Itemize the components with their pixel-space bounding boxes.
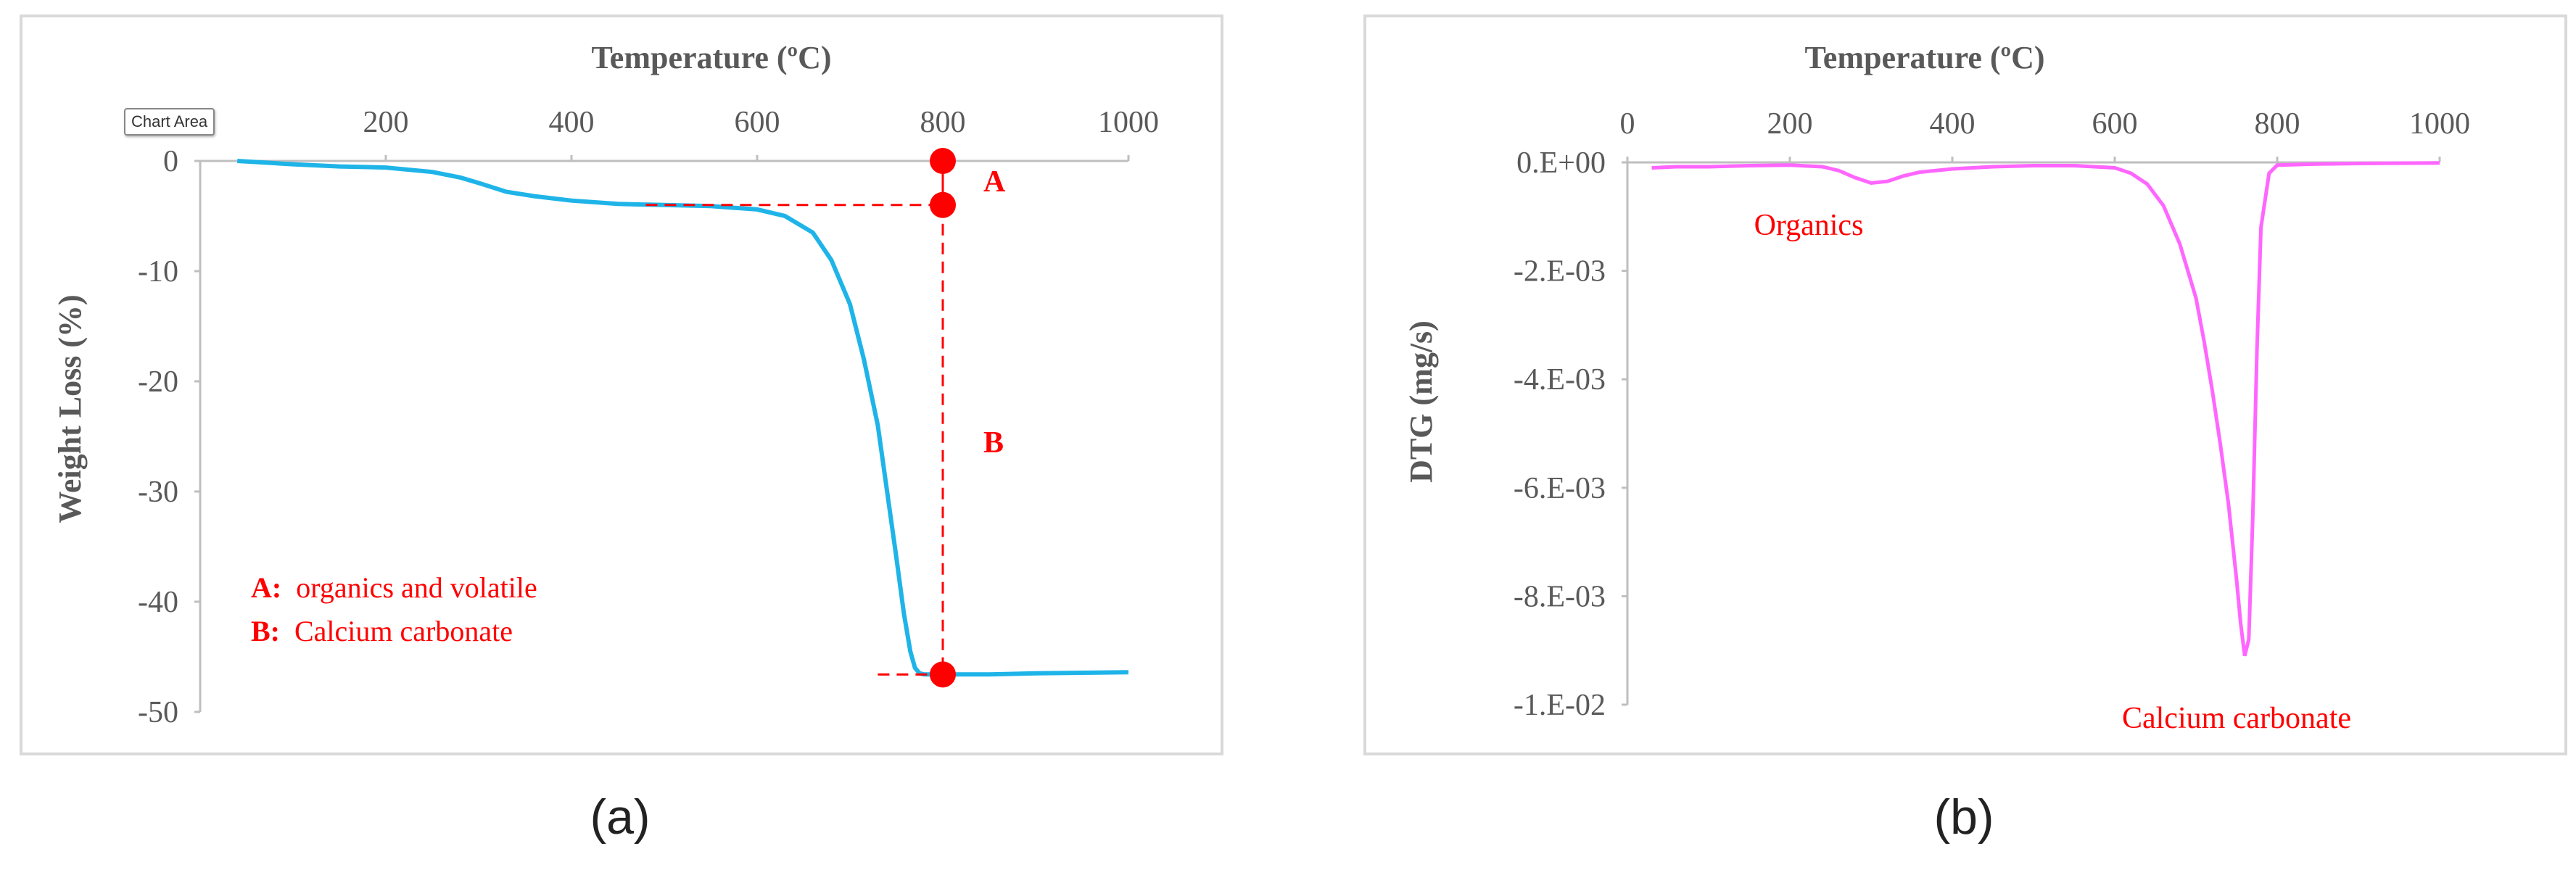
- tga-chart: 200 400 600 800 1000 0 -10 -20 -30 -40 -50 Tempera…: [52, 40, 1159, 729]
- x-axis-title: Temperature (ºC): [591, 40, 831, 75]
- annotation-label-b: B: [983, 426, 1004, 460]
- x-tick-label: 800: [2255, 107, 2300, 141]
- x-tick-label: 800: [920, 106, 966, 139]
- y-tick-label: -6.E-03: [1514, 472, 1606, 505]
- x-tick-label: 200: [1767, 107, 1813, 141]
- y-tick-label: -2.E-03: [1514, 255, 1606, 289]
- x-tick-label: 400: [1930, 107, 1976, 141]
- legend-text-a: organics and volatile: [296, 571, 537, 604]
- chart-area-tooltip: Chart Area: [124, 108, 215, 136]
- annotation-point: [930, 661, 956, 688]
- y-tick-label: -4.E-03: [1514, 363, 1606, 397]
- annotation-label-a: A: [983, 165, 1006, 199]
- x-tick-label: 1000: [1098, 106, 1159, 139]
- y-tick-label: 0.E+00: [1516, 146, 1606, 180]
- y-tick-label: -50: [138, 696, 178, 729]
- x-tick-label: 1000: [2409, 107, 2470, 141]
- y-tick-label: -1.E-02: [1514, 689, 1606, 722]
- legend-key-a: A:: [251, 571, 281, 604]
- caption-a: (a): [590, 789, 651, 845]
- annotation-point: [930, 191, 956, 218]
- y-tick-label: -30: [138, 476, 178, 509]
- y-tick-label: -20: [138, 365, 178, 399]
- y-tick-label: -40: [138, 586, 178, 619]
- x-tick-label: 600: [2092, 107, 2138, 141]
- legend-text-b: Calcium carbonate: [294, 615, 513, 647]
- dtg-chart: 0 200 400 600 800 1000 0.E+00 -2.E-03 -4.E-03 -6.…: [1403, 40, 2470, 735]
- weight-loss-line: [237, 159, 1129, 677]
- y-tick-label: 0: [163, 145, 178, 178]
- y-axis-title: DTG (mg/s): [1403, 320, 1439, 483]
- x-axis-title: Temperature (ºC): [1804, 40, 2044, 75]
- x-tick-label: 400: [549, 106, 595, 139]
- caption-b: (b): [1933, 789, 1994, 845]
- dtg-line: [1651, 161, 2440, 657]
- y-axis-title: Weight Loss (%): [52, 294, 88, 523]
- annotation-point: [930, 148, 956, 174]
- organics-label: Organics: [1754, 209, 1864, 242]
- y-tick-label: -10: [138, 255, 178, 289]
- chart-panel-b: 0 200 400 600 800 1000 0.E+00 -2.E-03 -4.E-03 -6.…: [1363, 14, 2567, 755]
- calcium-carbonate-label: Calcium carbonate: [2122, 702, 2351, 735]
- y-tick-label: -8.E-03: [1514, 580, 1606, 613]
- x-tick-label: 600: [735, 106, 780, 139]
- legend-line-b: B: Calcium carbonate: [251, 615, 513, 647]
- legend-key-b: B:: [251, 615, 280, 647]
- x-tick-label: 0: [1620, 107, 1635, 141]
- legend-line-a: A: organics and volatile: [251, 571, 537, 604]
- x-tick-label: 200: [363, 106, 409, 139]
- chart-panel-a: 200 400 600 800 1000 0 -10 -20 -30 -40 -50 Tempera…: [20, 14, 1223, 755]
